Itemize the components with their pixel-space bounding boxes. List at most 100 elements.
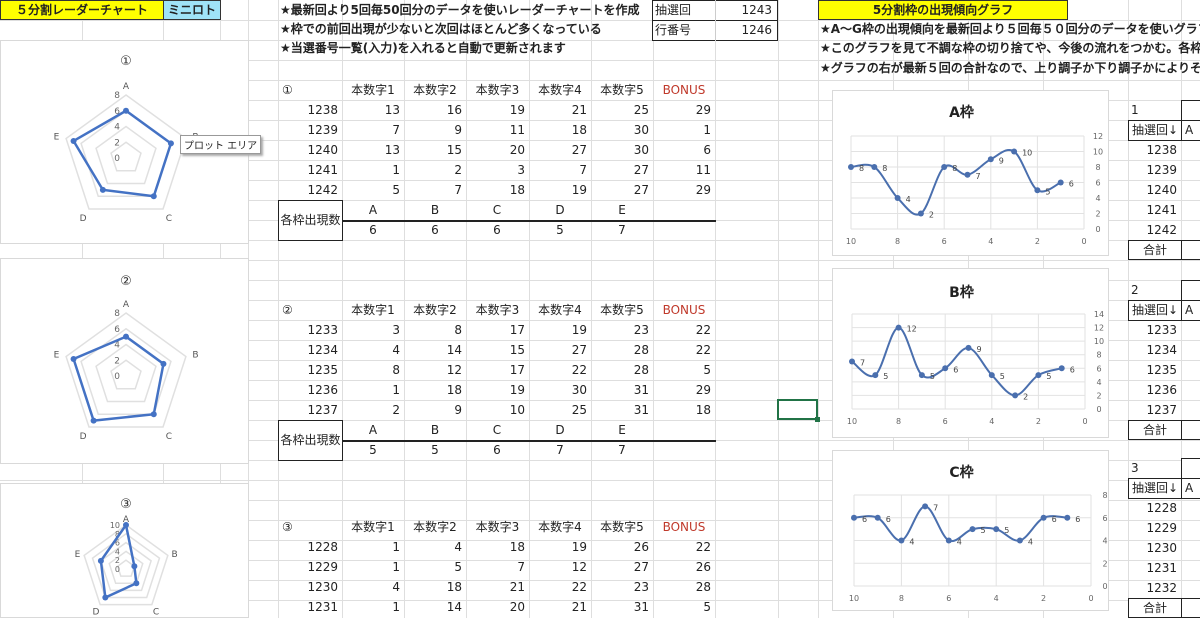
number-cell[interactable]: 18 — [446, 580, 462, 594]
draw-number[interactable]: 1238 — [1146, 143, 1177, 157]
draw-number[interactable]: 1237 — [1146, 403, 1177, 417]
draw-number[interactable]: 1239 — [307, 123, 338, 137]
number-cell[interactable]: 19 — [571, 540, 587, 554]
row-value[interactable]: 1246 — [741, 23, 772, 37]
draw-number[interactable]: 1231 — [1146, 561, 1177, 575]
number-cell[interactable]: 16 — [446, 103, 462, 117]
number-cell[interactable]: 19 — [509, 103, 525, 117]
number-cell[interactable]: 18 — [571, 123, 587, 137]
number-cell[interactable]: 4 — [392, 343, 400, 357]
number-cell[interactable]: 19 — [571, 183, 587, 197]
number-cell[interactable]: 14 — [446, 343, 462, 357]
draw-number[interactable]: 1229 — [307, 560, 338, 574]
draw-number[interactable]: 1228 — [1146, 501, 1177, 515]
number-cell[interactable]: 26 — [633, 540, 649, 554]
number-cell[interactable]: 19 — [509, 383, 525, 397]
draw-number[interactable]: 1237 — [307, 403, 338, 417]
number-cell[interactable]: 29 — [695, 103, 711, 117]
number-cell[interactable]: 9 — [454, 123, 462, 137]
draw-number[interactable]: 1234 — [307, 343, 338, 357]
number-cell[interactable]: 1 — [703, 123, 711, 137]
number-cell[interactable]: 5 — [454, 560, 462, 574]
number-cell[interactable]: 11 — [509, 123, 525, 137]
draw-number[interactable]: 1233 — [307, 323, 338, 337]
number-cell[interactable]: 3 — [392, 323, 400, 337]
draw-number[interactable]: 1233 — [1146, 323, 1177, 337]
number-cell[interactable]: 20 — [509, 143, 525, 157]
number-cell[interactable]: 2 — [392, 403, 400, 417]
number-cell[interactable]: 22 — [695, 343, 711, 357]
number-cell[interactable]: 27 — [633, 163, 649, 177]
number-cell[interactable]: 9 — [454, 403, 462, 417]
number-cell[interactable]: 12 — [571, 560, 587, 574]
number-cell[interactable]: 19 — [571, 323, 587, 337]
trend-chart-2[interactable]: B枠 0 2 4 6 8 10 12 14 10 8 6 4 2 0 7 5 12 5 6 9 5 2 5 6 — [832, 268, 1109, 438]
draw-number[interactable]: 1231 — [307, 600, 338, 614]
number-cell[interactable]: 27 — [633, 183, 649, 197]
number-cell[interactable]: 21 — [571, 103, 587, 117]
draw-number[interactable]: 1234 — [1146, 343, 1177, 357]
draw-number[interactable]: 1242 — [1146, 223, 1177, 237]
number-cell[interactable]: 1 — [392, 383, 400, 397]
number-cell[interactable]: 21 — [509, 580, 525, 594]
number-cell[interactable]: 13 — [384, 103, 400, 117]
draw-number[interactable]: 1242 — [307, 183, 338, 197]
number-cell[interactable]: 12 — [446, 363, 462, 377]
number-cell[interactable]: 28 — [633, 343, 649, 357]
draw-number[interactable]: 1240 — [1146, 183, 1177, 197]
number-cell[interactable]: 30 — [633, 123, 649, 137]
number-cell[interactable]: 29 — [695, 383, 711, 397]
number-cell[interactable]: 18 — [695, 403, 711, 417]
number-cell[interactable]: 1 — [392, 560, 400, 574]
number-cell[interactable]: 17 — [509, 323, 525, 337]
number-cell[interactable]: 26 — [695, 560, 711, 574]
number-cell[interactable]: 13 — [384, 143, 400, 157]
draw-number[interactable]: 1229 — [1146, 521, 1177, 535]
draw-number[interactable]: 1239 — [1146, 163, 1177, 177]
number-cell[interactable]: 29 — [695, 183, 711, 197]
number-cell[interactable]: 14 — [446, 600, 462, 614]
number-cell[interactable]: 28 — [633, 363, 649, 377]
number-cell[interactable]: 30 — [571, 383, 587, 397]
number-cell[interactable]: 8 — [392, 363, 400, 377]
number-cell[interactable]: 1 — [392, 540, 400, 554]
number-cell[interactable]: 5 — [392, 183, 400, 197]
number-cell[interactable]: 25 — [633, 103, 649, 117]
trend-chart-3[interactable]: C枠 0 2 4 6 8 10 8 6 4 2 0 6 6 4 7 4 5 5 4 6 6 — [832, 450, 1109, 611]
number-cell[interactable]: 25 — [571, 403, 587, 417]
number-cell[interactable]: 20 — [509, 600, 525, 614]
number-cell[interactable]: 4 — [392, 580, 400, 594]
number-cell[interactable]: 18 — [446, 383, 462, 397]
draw-value[interactable]: 1243 — [741, 3, 772, 17]
draw-number[interactable]: 1240 — [307, 143, 338, 157]
number-cell[interactable]: 23 — [633, 323, 649, 337]
number-cell[interactable]: 7 — [517, 560, 525, 574]
draw-number[interactable]: 1230 — [1146, 541, 1177, 555]
number-cell[interactable]: 17 — [509, 363, 525, 377]
number-cell[interactable]: 23 — [633, 580, 649, 594]
number-cell[interactable]: 5 — [703, 600, 711, 614]
number-cell[interactable]: 5 — [703, 363, 711, 377]
draw-number[interactable]: 1228 — [307, 540, 338, 554]
draw-number[interactable]: 1238 — [307, 103, 338, 117]
fill-handle[interactable] — [815, 417, 820, 422]
number-cell[interactable]: 1 — [392, 600, 400, 614]
draw-number[interactable]: 1230 — [307, 580, 338, 594]
draw-number[interactable]: 1235 — [1146, 363, 1177, 377]
number-cell[interactable]: 15 — [509, 343, 525, 357]
number-cell[interactable]: 18 — [509, 183, 525, 197]
number-cell[interactable]: 2 — [454, 163, 462, 177]
number-cell[interactable]: 4 — [454, 540, 462, 554]
number-cell[interactable]: 8 — [454, 323, 462, 337]
draw-number[interactable]: 1236 — [1146, 383, 1177, 397]
draw-number[interactable]: 1241 — [1146, 203, 1177, 217]
number-cell[interactable]: 31 — [633, 600, 649, 614]
draw-number[interactable]: 1232 — [1146, 581, 1177, 595]
draw-number[interactable]: 1235 — [307, 363, 338, 377]
number-cell[interactable]: 22 — [695, 323, 711, 337]
number-cell[interactable]: 1 — [392, 163, 400, 177]
number-cell[interactable]: 7 — [454, 183, 462, 197]
radar-chart-3[interactable]: ③ 0 2 4 6 8 10 A B C D E — [0, 483, 249, 618]
trend-chart-1[interactable]: A枠 0 2 4 6 8 10 12 10 8 6 4 2 0 8 8 4 2 8 7 9 10 5 6 — [832, 90, 1109, 256]
